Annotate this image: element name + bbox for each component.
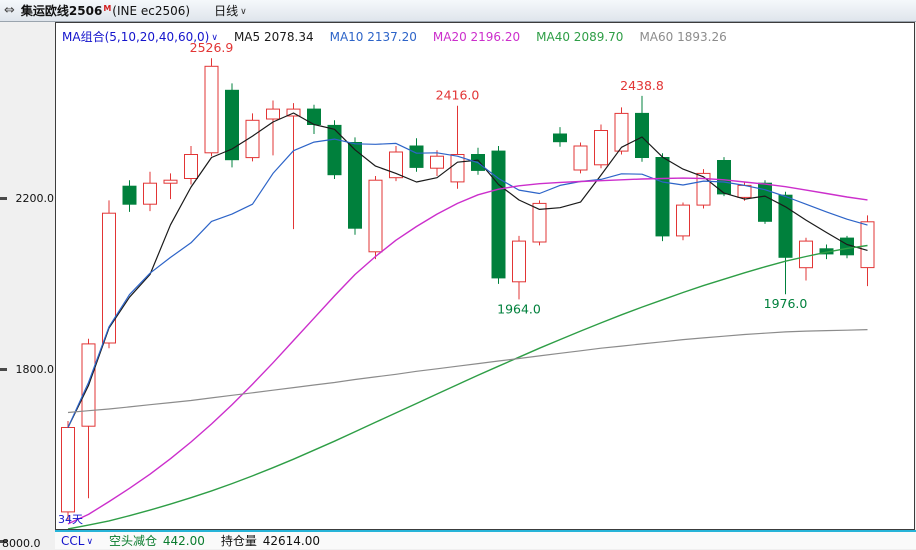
candle-down bbox=[491, 150, 506, 279]
candle-down bbox=[840, 237, 854, 256]
candle-down bbox=[655, 157, 670, 237]
price-annotation: 2438.8 bbox=[620, 78, 664, 93]
candle-up bbox=[737, 184, 752, 198]
open-interest-value: 42614.00 bbox=[262, 534, 320, 548]
axis-tick bbox=[0, 197, 7, 200]
candle-up bbox=[594, 130, 608, 166]
ma-line-ma5 bbox=[67, 112, 868, 428]
open-interest: 持仓量 42614.00 bbox=[220, 534, 320, 548]
candle-down bbox=[348, 142, 362, 229]
price-annotation: 1976.0 bbox=[764, 296, 808, 311]
candle-up bbox=[430, 155, 444, 169]
days-to-expiry-label: 34天 bbox=[58, 513, 83, 526]
ma-legend-items: MA5 2078.34 MA10 2137.20 MA20 2196.20 MA40 … bbox=[234, 30, 727, 44]
candle-up bbox=[799, 240, 813, 269]
candle-up bbox=[102, 212, 116, 344]
contract-name: 集运欧线2506 bbox=[20, 4, 103, 18]
candle-up bbox=[573, 145, 588, 171]
candle-down bbox=[758, 182, 772, 222]
candle-up bbox=[389, 151, 403, 179]
ma-legend-item: MA60 1893.26 bbox=[639, 29, 727, 44]
candle-down bbox=[717, 160, 731, 195]
candle-down bbox=[553, 133, 567, 143]
chevron-down-icon: ∨ bbox=[240, 6, 247, 17]
candle-down bbox=[409, 145, 424, 168]
candle-up bbox=[368, 179, 383, 253]
ma-legend-item: MA5 2078.34 bbox=[233, 29, 314, 44]
ma-legend-item: MA40 2089.70 bbox=[536, 29, 624, 44]
ma-group-selector[interactable]: MA组合(5,10,20,40,60,0) ∨ bbox=[62, 28, 218, 45]
y-axis-label-1800: 1800.0 bbox=[15, 363, 55, 376]
price-annotation: 1964.0 bbox=[497, 301, 541, 316]
ma-legend-item: MA20 2196.20 bbox=[432, 29, 521, 44]
axis-tick bbox=[0, 368, 7, 371]
candle-up bbox=[676, 204, 690, 237]
candle-down bbox=[225, 89, 239, 161]
candle-up bbox=[532, 202, 547, 243]
ma-line-ma10 bbox=[67, 138, 868, 428]
period-label: 日线 bbox=[214, 4, 239, 18]
ma-legend: MA组合(5,10,20,40,60,0) ∨ MA5 2078.34 MA10 … bbox=[62, 28, 727, 45]
candle-up bbox=[61, 427, 75, 513]
candle-up bbox=[266, 108, 280, 120]
candle-down bbox=[635, 112, 649, 158]
y-axis-label-2200: 2200.0 bbox=[15, 192, 55, 205]
position-action: 空头减仓 442.00 bbox=[109, 534, 205, 548]
chevron-down-icon: ∨ bbox=[211, 32, 218, 43]
axis-tick bbox=[0, 540, 7, 543]
candle-up bbox=[184, 154, 198, 179]
title-bar: ⇔ 集运欧线2506M(INE ec2506) 日线 ∨ bbox=[0, 0, 916, 22]
candle-up bbox=[204, 65, 219, 154]
candle-down bbox=[327, 124, 342, 176]
candle-up bbox=[512, 240, 526, 283]
candle-up bbox=[860, 221, 875, 269]
candle-up bbox=[450, 154, 465, 183]
candle-up bbox=[163, 179, 178, 184]
window-layout-icon[interactable]: ⇔ bbox=[4, 3, 15, 18]
main-contract-badge: M bbox=[103, 4, 112, 13]
candlestick-chart[interactable]: 2526.9 2416.0 2438.8 1964.0 1976.0 bbox=[56, 23, 914, 529]
period-selector[interactable]: 日线 ∨ bbox=[214, 2, 247, 19]
ma-line-ma20 bbox=[67, 177, 868, 525]
candle-down bbox=[778, 194, 793, 258]
candle-up bbox=[143, 182, 157, 205]
ma-group-label: MA组合(5,10,20,40,60,0) bbox=[62, 30, 210, 44]
price-annotation: 2416.0 bbox=[436, 88, 480, 103]
indicator-label: CCL bbox=[61, 533, 85, 548]
candle-up bbox=[245, 119, 260, 159]
contract-code: (INE ec2506) bbox=[112, 4, 191, 18]
candle-down bbox=[122, 185, 137, 205]
candle-up bbox=[614, 112, 629, 152]
indicator-selector[interactable]: CCL ∨ bbox=[61, 534, 93, 548]
contract-title: 集运欧线2506M(INE ec2506) bbox=[21, 2, 190, 19]
main-chart-pane: 2526.9 2416.0 2438.8 1964.0 1976.0 MA组合(5,10… bbox=[55, 22, 915, 530]
position-value: 442.00 bbox=[162, 534, 205, 548]
y-axis-label-lower-pane: 8000.0 bbox=[2, 537, 41, 550]
chevron-down-icon: ∨ bbox=[86, 536, 94, 547]
ma-legend-item: MA10 2137.20 bbox=[329, 29, 417, 44]
lower-indicator-pane: CCL ∨ 空头减仓 442.00 持仓量 42614.00 bbox=[55, 530, 916, 549]
ma-line-ma40 bbox=[67, 244, 868, 529]
ma-line-ma60 bbox=[67, 329, 868, 414]
price-annotation: 2526.9 bbox=[190, 40, 234, 55]
